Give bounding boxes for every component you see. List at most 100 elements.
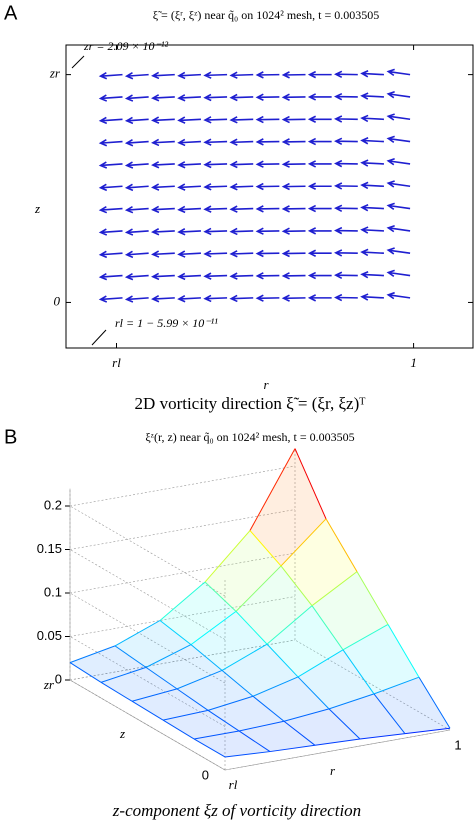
arrow xyxy=(203,116,228,124)
mesh-line xyxy=(204,530,251,583)
mesh-line xyxy=(190,644,223,671)
y-tick-label: zr xyxy=(49,66,61,81)
arrow xyxy=(229,116,254,124)
arrow xyxy=(255,182,280,191)
arrow xyxy=(124,183,149,192)
arrow xyxy=(307,93,332,101)
arrow xyxy=(177,183,201,191)
surface-patch xyxy=(284,708,360,746)
arrow xyxy=(360,70,384,78)
mesh-line xyxy=(235,565,282,612)
arrow xyxy=(307,227,332,235)
x-tick-label: rl xyxy=(229,777,238,792)
mesh-line xyxy=(328,693,375,710)
mesh-line xyxy=(283,708,330,722)
arrow xyxy=(177,138,201,147)
mesh-line xyxy=(176,669,223,690)
arrow xyxy=(151,94,175,102)
arrow xyxy=(203,160,228,169)
mesh-line xyxy=(387,624,420,678)
mesh-line xyxy=(224,751,271,758)
mesh-line xyxy=(131,688,178,702)
arrow xyxy=(98,94,123,102)
surface-patch xyxy=(163,710,239,739)
arrow xyxy=(151,228,175,236)
arrow xyxy=(203,183,228,191)
arrow xyxy=(281,205,306,213)
arrow xyxy=(281,182,306,191)
arrow xyxy=(229,138,254,146)
arrow xyxy=(203,294,228,303)
arrow xyxy=(281,93,306,101)
arrow xyxy=(255,138,280,146)
arrow xyxy=(281,160,306,168)
mesh-line xyxy=(252,695,285,722)
z-tick-label: 0.15 xyxy=(37,541,62,556)
mesh-line xyxy=(162,709,209,721)
arrow xyxy=(334,92,358,101)
arrow xyxy=(151,272,175,281)
mesh-line xyxy=(314,738,361,746)
arrow xyxy=(229,294,254,303)
arrow xyxy=(360,92,384,100)
mesh-line xyxy=(114,620,161,647)
panel-label: A xyxy=(4,2,18,24)
arrow xyxy=(98,295,123,303)
mesh-line xyxy=(193,730,240,740)
arrow xyxy=(255,272,280,280)
arrow xyxy=(386,247,411,255)
surface-patch xyxy=(160,582,236,645)
arrow xyxy=(229,183,254,191)
mesh-line xyxy=(325,518,358,572)
surface-patch xyxy=(298,649,374,709)
arrow xyxy=(229,227,254,236)
surface-patch xyxy=(236,565,312,645)
y-tick-label: zr xyxy=(43,677,55,692)
arrow xyxy=(334,271,358,279)
arrow xyxy=(334,115,358,123)
mesh-line xyxy=(100,666,147,683)
arrow xyxy=(203,272,228,280)
arrow xyxy=(307,70,332,79)
arrow xyxy=(229,272,254,280)
arrow xyxy=(386,68,411,77)
arrow xyxy=(151,295,175,303)
arrow xyxy=(307,115,332,123)
arrow xyxy=(98,183,123,192)
arrow xyxy=(151,71,175,80)
arrow xyxy=(307,271,332,280)
mesh-line xyxy=(131,700,164,721)
annotation: zr = 2.09 × 10⁻¹² xyxy=(83,39,168,53)
mesh-line xyxy=(404,727,451,735)
arrow xyxy=(255,294,280,302)
arrow xyxy=(307,182,332,190)
mesh-line xyxy=(100,681,133,702)
arrow xyxy=(386,90,411,99)
arrow xyxy=(334,226,358,235)
arrow xyxy=(386,157,411,166)
surface-patch xyxy=(194,730,270,757)
surface-patch xyxy=(281,518,357,606)
mesh-line xyxy=(162,719,195,740)
arrow xyxy=(124,295,149,303)
mesh-line xyxy=(159,581,206,621)
arrow xyxy=(255,227,280,235)
arrow xyxy=(177,228,201,236)
surface-patch xyxy=(329,693,405,740)
arrow xyxy=(281,71,306,79)
arrow xyxy=(360,248,384,257)
mesh-line xyxy=(235,611,268,645)
arrow xyxy=(151,116,175,124)
mesh-line xyxy=(373,676,420,695)
mesh-line xyxy=(114,645,147,668)
mesh-line xyxy=(356,571,389,625)
arrow xyxy=(255,71,280,79)
grid-line xyxy=(69,549,226,640)
panel-label: B xyxy=(4,426,17,448)
axis-line xyxy=(224,729,451,771)
axis-line xyxy=(69,679,226,771)
grid-line xyxy=(69,592,226,684)
arrow xyxy=(151,205,175,214)
mesh-line xyxy=(283,720,316,746)
x-axis-label: r xyxy=(330,763,336,778)
